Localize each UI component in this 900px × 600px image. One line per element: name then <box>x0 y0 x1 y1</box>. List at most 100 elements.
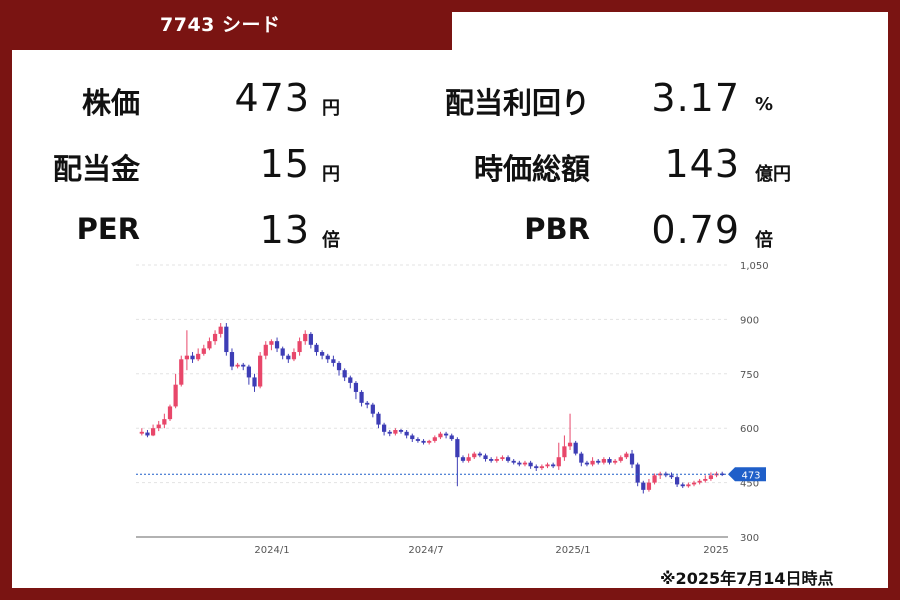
y-tick-label: 900 <box>740 315 759 326</box>
candle-body <box>641 482 646 490</box>
candle-body <box>410 435 415 440</box>
title-tab: 7743 シード <box>0 0 452 50</box>
candle-body <box>387 431 392 434</box>
candle-body <box>404 431 409 436</box>
candle-body <box>297 341 302 353</box>
value-per: 13 <box>259 208 310 252</box>
candle-body <box>460 457 466 461</box>
candle-body <box>466 457 471 461</box>
candle-body <box>241 364 246 367</box>
candle-body <box>618 457 623 461</box>
candle-body <box>274 341 280 349</box>
candle-body <box>269 341 274 345</box>
candle-body <box>539 466 544 469</box>
candle-body <box>196 353 201 360</box>
candle-body <box>235 364 240 367</box>
label-per: PER <box>76 212 140 246</box>
candle-body <box>370 404 375 414</box>
candle-body <box>393 430 398 434</box>
unit-stock-price: 円 <box>322 98 340 119</box>
candle-body <box>477 453 483 456</box>
value-pbr: 0.79 <box>651 208 740 252</box>
candle-body <box>252 377 257 387</box>
candle-body <box>596 460 601 463</box>
y-tick-label: 300 <box>740 533 759 544</box>
candle-body <box>652 475 657 483</box>
candle-body <box>686 484 691 487</box>
candle-body <box>646 482 652 490</box>
candle-body <box>534 466 539 469</box>
candle-body <box>669 475 674 478</box>
unit-market-cap: 億円 <box>755 164 791 185</box>
candle-body <box>505 457 511 461</box>
candle-body <box>720 473 725 476</box>
label-dividend-yield: 配当利回り <box>444 86 590 120</box>
candle-body <box>489 459 494 461</box>
y-tick-label: 1,050 <box>740 261 769 272</box>
candle-body <box>528 462 533 467</box>
candle-body <box>601 459 606 463</box>
unit-pbr: 倍 <box>755 230 773 251</box>
candle-body <box>624 453 629 458</box>
y-tick-label: 750 <box>740 370 759 381</box>
current-price-label: 473 <box>741 470 760 481</box>
card-panel <box>12 12 888 588</box>
candle-body <box>218 326 223 334</box>
candle-body <box>212 333 218 342</box>
candle-body <box>320 352 325 356</box>
x-tick-label: 2025 <box>703 545 728 556</box>
candle-body <box>376 413 381 425</box>
label-stock-price: 株価 <box>81 86 140 120</box>
candle-body <box>472 453 477 458</box>
candle-body <box>703 478 708 481</box>
candle-body <box>432 437 437 441</box>
candle-body <box>303 333 308 342</box>
candle-body <box>207 341 212 349</box>
candle-body <box>353 382 359 392</box>
candle-body <box>325 355 330 360</box>
candle-body <box>494 459 499 461</box>
candle-body <box>680 484 685 487</box>
candle-body <box>629 453 635 465</box>
value-market-cap: 143 <box>664 142 740 186</box>
candle-body <box>139 431 144 434</box>
candle-body <box>246 366 251 378</box>
unit-dividend-yield: % <box>755 94 774 115</box>
candle-body <box>573 442 578 454</box>
candle-body <box>449 435 454 440</box>
candle-body <box>359 391 364 403</box>
unit-dividend: 円 <box>322 164 340 185</box>
label-market-cap: 時価総額 <box>473 152 590 186</box>
candle-body <box>483 455 488 460</box>
candle-body <box>511 460 516 463</box>
candle-body <box>500 457 505 460</box>
candle-body <box>455 439 460 458</box>
candle-body <box>590 460 595 465</box>
candle-body <box>224 326 229 353</box>
candle-body <box>556 457 561 467</box>
candle-body <box>184 355 190 360</box>
label-pbr: PBR <box>524 212 590 246</box>
candle-body <box>348 377 353 383</box>
candle-body <box>438 433 443 438</box>
x-tick-label: 2025/1 <box>555 545 590 556</box>
candle-body <box>167 406 173 420</box>
candle-body <box>567 442 573 447</box>
candle-body <box>551 464 556 467</box>
candle-body <box>517 462 522 465</box>
candle-body <box>415 439 421 441</box>
candle-body <box>427 440 432 443</box>
candle-body <box>229 352 235 367</box>
candle-body <box>314 344 319 353</box>
candle-body <box>613 460 618 463</box>
candle-body <box>331 359 336 363</box>
candle-body <box>162 419 167 425</box>
candle-body <box>691 482 697 485</box>
candle-body <box>280 348 285 356</box>
candle-body <box>145 432 150 436</box>
candle-body <box>336 362 342 371</box>
candle-body <box>674 477 680 485</box>
as-of-note: ※2025年7月14日時点 <box>660 569 834 588</box>
candle-body <box>381 424 387 432</box>
